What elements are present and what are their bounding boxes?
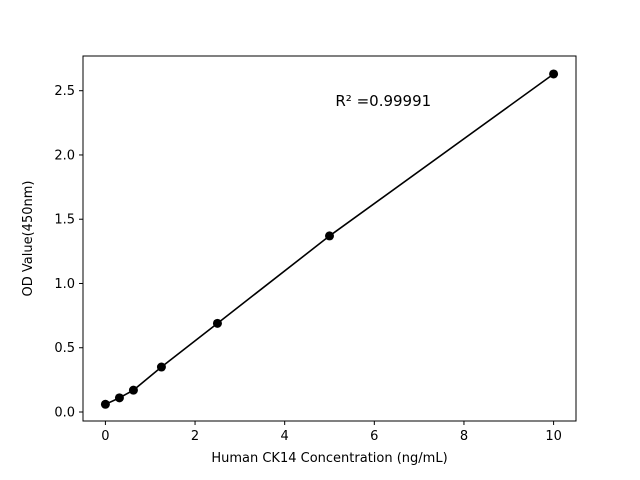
x-tick-label: 10 <box>545 429 562 444</box>
x-tick-label: 6 <box>370 429 378 444</box>
x-tick-label: 4 <box>281 429 289 444</box>
y-axis-label: OD Value(450nm) <box>21 181 36 297</box>
y-tick-label: 2.0 <box>54 148 75 163</box>
y-tick-label: 1.5 <box>54 213 75 228</box>
y-tick-label: 1.0 <box>54 277 75 292</box>
data-point <box>549 69 559 79</box>
y-tick-label: 2.5 <box>54 84 75 99</box>
y-tick-label: 0.0 <box>54 406 75 421</box>
data-point <box>156 362 166 372</box>
data-point <box>212 318 222 328</box>
data-point <box>128 385 138 395</box>
data-point <box>325 231 334 241</box>
x-tick-label: 0 <box>101 429 109 444</box>
data-point <box>100 399 110 409</box>
x-tick-label: 8 <box>460 429 468 444</box>
y-tick-label: 0.5 <box>54 341 75 356</box>
data-point <box>114 393 124 403</box>
plot-frame <box>82 55 577 422</box>
x-axis-label: Human CK14 Concentration (ng/mL) <box>211 451 447 466</box>
x-tick-label: 2 <box>191 429 199 444</box>
r-squared-annotation: R² =0.99991 <box>335 92 431 110</box>
